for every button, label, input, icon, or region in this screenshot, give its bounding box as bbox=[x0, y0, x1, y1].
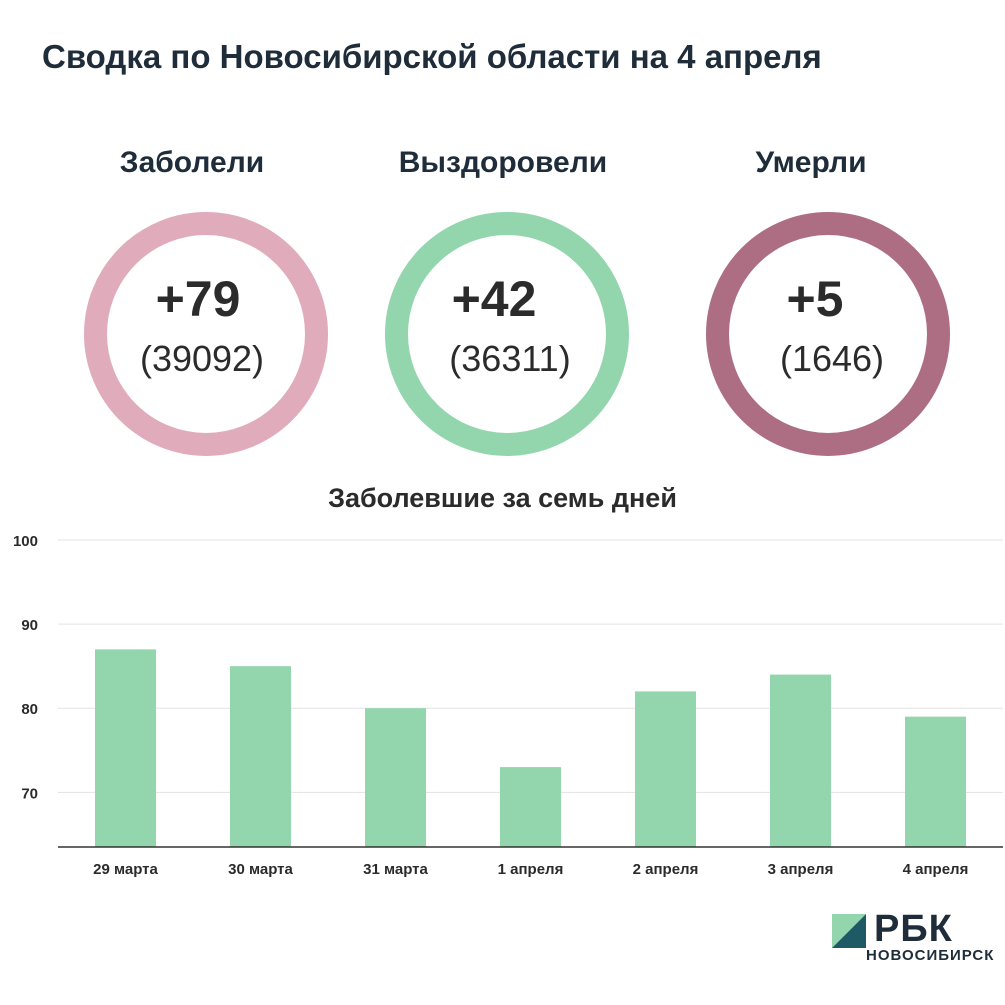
stat-label-infected: Заболели bbox=[119, 146, 265, 179]
x-tick-label: 3 апреля bbox=[768, 861, 834, 878]
bar bbox=[230, 666, 291, 847]
x-tick-label: 1 апреля bbox=[498, 861, 564, 878]
x-tick-label: 29 марта bbox=[93, 861, 158, 878]
bar bbox=[635, 691, 696, 847]
bar bbox=[500, 767, 561, 847]
bar bbox=[770, 674, 831, 847]
recovered-ring bbox=[385, 212, 629, 456]
stat-label-recovered: Выздоровели bbox=[398, 146, 608, 179]
deaths-ring bbox=[706, 212, 950, 456]
x-tick-label: 2 апреля bbox=[633, 861, 699, 878]
bar-chart: 70 80 90 100 29 марта 30 марта 31 марта 1 апрел… bbox=[13, 533, 1003, 878]
bar bbox=[95, 649, 156, 847]
recovered-total: (36311) bbox=[449, 338, 571, 379]
x-tick-label: 4 апреля bbox=[903, 861, 969, 878]
x-tick-label: 30 марта bbox=[228, 861, 293, 878]
page-title: Сводка по Новосибирской области на 4 апр… bbox=[42, 38, 822, 75]
y-tick-label: 70 bbox=[21, 785, 38, 802]
bar bbox=[365, 708, 426, 847]
y-tick-label: 90 bbox=[21, 617, 38, 634]
y-tick-label: 80 bbox=[21, 701, 38, 718]
deaths-total: (1646) bbox=[779, 338, 885, 379]
infected-ring bbox=[84, 212, 328, 456]
deaths-delta: +5 bbox=[786, 271, 844, 327]
infected-delta: +79 bbox=[155, 271, 241, 327]
logo-word: РБК bbox=[874, 908, 953, 950]
recovered-delta: +42 bbox=[451, 271, 537, 327]
x-tick-label: 31 марта bbox=[363, 861, 428, 878]
stat-label-deaths: Умерли bbox=[755, 146, 867, 179]
infected-total: (39092) bbox=[139, 338, 265, 379]
rbc-logo: РБК НОВОСИБИРСК bbox=[832, 908, 995, 974]
bar bbox=[905, 716, 966, 847]
y-tick-label: 100 bbox=[13, 533, 38, 550]
rbc-logo-mark-icon bbox=[832, 914, 866, 948]
chart-title: Заболевшие за семь дней bbox=[328, 483, 677, 513]
logo-subtitle: НОВОСИБИРСК bbox=[866, 947, 995, 964]
